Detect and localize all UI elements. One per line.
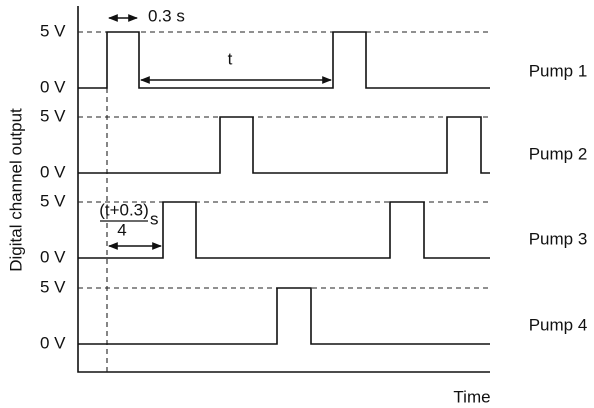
- waveform: [78, 31, 490, 89]
- low-level-label: 0 V: [40, 333, 66, 352]
- channel-label: Pump 3: [529, 229, 588, 248]
- low-level-label: 0 V: [40, 162, 66, 181]
- high-level-label: 5 V: [40, 21, 66, 40]
- offset-unit: s: [150, 209, 159, 228]
- channel-label: Pump 1: [529, 61, 588, 80]
- waveform: [78, 116, 490, 174]
- x-axis-label: Time: [453, 387, 490, 406]
- channel-label: Pump 2: [529, 144, 588, 163]
- waveform: [78, 287, 490, 345]
- high-level-label: 5 V: [40, 191, 66, 210]
- high-level-label: 5 V: [40, 277, 66, 296]
- axes: [77, 6, 490, 373]
- low-level-label: 0 V: [40, 77, 66, 96]
- period-label: t: [228, 49, 233, 68]
- channel-label: Pump 4: [529, 315, 588, 334]
- y-axis-label: Digital channel output: [6, 108, 25, 272]
- high-level-label: 5 V: [40, 106, 66, 125]
- pulse-width-label: 0.3 s: [148, 6, 185, 25]
- offset-numerator: (t+0.3): [99, 200, 149, 219]
- waveform: [78, 201, 490, 259]
- low-level-label: 0 V: [40, 247, 66, 266]
- offset-denominator: 4: [117, 220, 126, 239]
